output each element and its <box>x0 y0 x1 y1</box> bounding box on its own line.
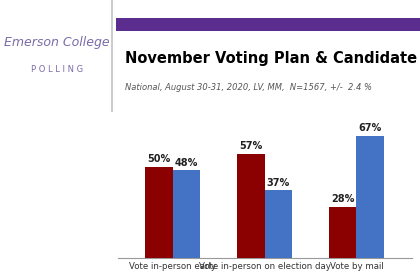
Text: 37%: 37% <box>267 178 290 188</box>
Bar <box>329 207 357 258</box>
Text: November Voting Plan & Candidate Support: November Voting Plan & Candidate Support <box>125 51 420 66</box>
Text: 50%: 50% <box>147 154 171 164</box>
Bar <box>265 190 292 258</box>
Text: 67%: 67% <box>359 123 382 133</box>
Text: 28%: 28% <box>331 194 354 204</box>
Bar <box>173 170 200 258</box>
Text: P O L L I N G: P O L L I N G <box>31 65 83 74</box>
Text: 48%: 48% <box>175 158 198 167</box>
Text: 57%: 57% <box>239 141 262 151</box>
Bar <box>357 136 384 258</box>
Bar <box>145 167 173 258</box>
Bar <box>237 154 265 258</box>
Text: Emerson College: Emerson College <box>4 36 110 49</box>
Text: National, August 30-31, 2020, LV, MM,  N=1567, +/-  2.4 %: National, August 30-31, 2020, LV, MM, N=… <box>125 83 372 92</box>
